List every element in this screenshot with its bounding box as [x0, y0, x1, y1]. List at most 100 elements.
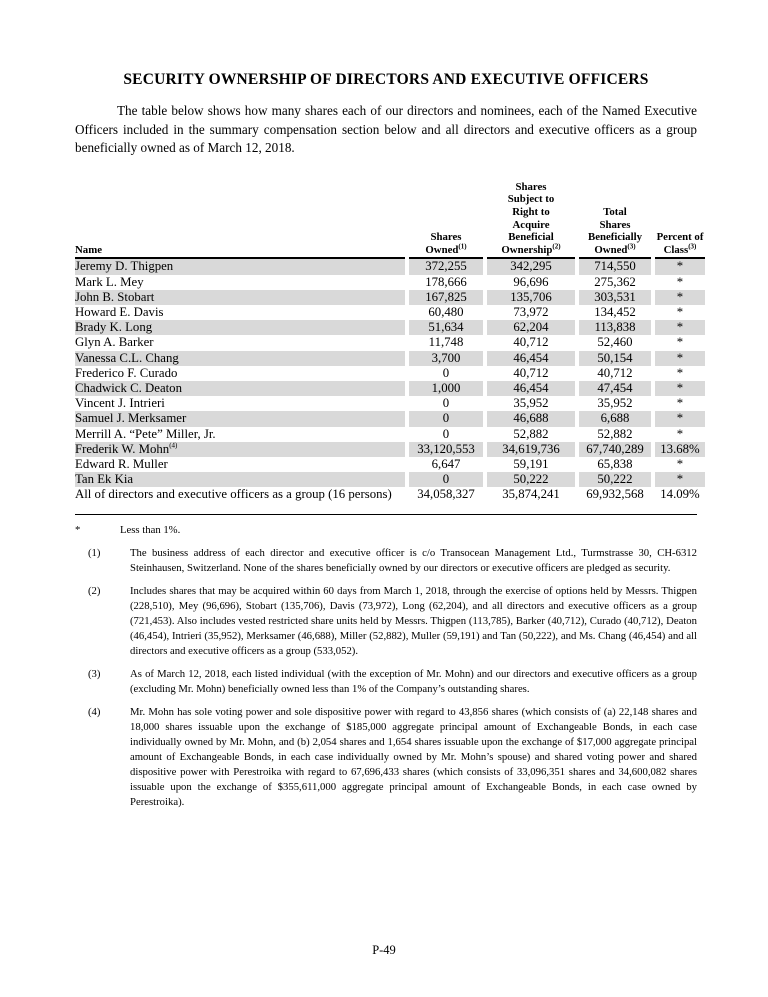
- column-header-shares-owned: Shares Owned(1): [409, 181, 483, 260]
- cell-shares-owned: 11,748: [428, 335, 464, 350]
- cell-percent-of-class: *: [676, 335, 684, 350]
- table-head: Name Shares Owned(1) Shares Subject to Right …: [75, 181, 705, 260]
- cell-name: Mark L. Mey: [75, 274, 144, 289]
- cell-shares-owned: 33,120,553: [409, 441, 483, 457]
- cell-right-to-acquire: 46,454: [487, 380, 575, 397]
- ownership-table: Name Shares Owned(1) Shares Subject to Right …: [71, 181, 709, 503]
- cell-total-shares: 69,932,568: [586, 487, 644, 502]
- cell-name: Brady K. Long: [75, 320, 405, 336]
- cell-name: Howard E. Davis: [75, 304, 164, 319]
- table-row: Jeremy D. Thigpen 372,255 342,295 714,550 *: [75, 259, 705, 275]
- cell-shares-owned: 167,825: [409, 289, 483, 305]
- cell-name: Chadwick C. Deaton: [75, 380, 405, 397]
- table-row: Tan Ek Kia 0 50,222 50,222 *: [75, 472, 705, 488]
- table-row: John B. Stobart 167,825 135,706 303,531 *: [75, 289, 705, 305]
- column-header-total-shares: Total Shares Beneficially Owned(3): [579, 181, 651, 260]
- cell-percent-of-class: *: [655, 320, 705, 336]
- cell-shares-owned: 3,700: [409, 350, 483, 366]
- cell-shares-owned: 0: [442, 396, 450, 411]
- cell-shares-owned: 0: [409, 472, 483, 488]
- footnote: (4) Mr. Mohn has sole voting power and so…: [88, 705, 697, 810]
- cell-name: Frederik W. Mohn(4): [75, 441, 405, 457]
- cell-total-shares: 714,550: [579, 259, 651, 275]
- footnote-marker: (2): [88, 584, 101, 597]
- cell-name: Jeremy D. Thigpen: [75, 259, 405, 275]
- cell-percent-of-class: *: [676, 396, 684, 411]
- cell-percent-of-class: *: [655, 259, 705, 275]
- cell-right-to-acquire: 135,706: [487, 289, 575, 305]
- cell-total-shares: 303,531: [579, 289, 651, 305]
- cell-right-to-acquire: 40,712: [513, 335, 549, 350]
- cell-percent-of-class: *: [676, 365, 684, 380]
- cell-name: Merrill A. “Pete” Miller, Jr.: [75, 426, 216, 441]
- cell-total-shares: 134,452: [594, 304, 636, 319]
- footnote-text: Less than 1%.: [120, 523, 181, 536]
- footnote-text: As of March 12, 2018, each listed indivi…: [130, 667, 697, 695]
- cell-percent-of-class: *: [676, 456, 684, 471]
- cell-total-shares: 50,154: [579, 350, 651, 366]
- table-row: Frederik W. Mohn(4) 33,120,553 34,619,736 6…: [75, 441, 705, 457]
- cell-total-shares: 65,838: [597, 456, 633, 471]
- cell-right-to-acquire: 35,874,241: [502, 487, 560, 502]
- cell-percent-of-class: *: [655, 289, 705, 305]
- table-row: Vincent J. Intrieri 0 35,952 35,952 *: [75, 396, 705, 411]
- footnote-marker: *: [75, 523, 81, 536]
- cell-shares-owned: 34,058,327: [417, 487, 475, 502]
- table-row: Mark L. Mey 178,666 96,696 275,362 *: [75, 275, 705, 290]
- cell-percent-of-class: *: [676, 426, 684, 441]
- cell-right-to-acquire: 46,454: [487, 350, 575, 366]
- cell-name: Glyn A. Barker: [75, 335, 154, 350]
- footnote-marker: (1): [88, 546, 101, 559]
- cell-name: Tan Ek Kia: [75, 472, 405, 488]
- table-row: Vanessa C.L. Chang 3,700 46,454 50,154 *: [75, 350, 705, 366]
- footnote-divider: [75, 513, 697, 515]
- cell-shares-owned: 178,666: [425, 274, 467, 289]
- cell-shares-owned: 60,480: [428, 304, 464, 319]
- cell-shares-owned: 1,000: [409, 380, 483, 397]
- cell-shares-owned: 372,255: [409, 259, 483, 275]
- cell-shares-owned: 0: [409, 411, 483, 427]
- cell-right-to-acquire: 73,972: [513, 304, 549, 319]
- cell-total-shares: 113,838: [579, 320, 651, 336]
- cell-right-to-acquire: 62,204: [487, 320, 575, 336]
- footnote-marker: (3): [88, 667, 101, 680]
- column-header-shares-subject: Shares Subject to Right to Acquire Beneficia…: [487, 181, 575, 260]
- table-row: Merrill A. “Pete” Miller, Jr. 0 52,882 52,8…: [75, 427, 705, 442]
- cell-right-to-acquire: 59,191: [513, 456, 549, 471]
- cell-percent-of-class: *: [655, 380, 705, 397]
- footnote-text: Mr. Mohn has sole voting power and sole …: [130, 705, 697, 808]
- cell-percent-of-class: *: [676, 274, 684, 289]
- footnote-text: The business address of each director an…: [130, 546, 697, 574]
- table-row: Chadwick C. Deaton 1,000 46,454 47,454 *: [75, 380, 705, 397]
- cell-name: Frederico F. Curado: [75, 365, 178, 380]
- cell-name: Vincent J. Intrieri: [75, 396, 165, 411]
- cell-total-shares: 35,952: [597, 396, 633, 411]
- footnotes: * Less than 1%. (1) The business address of…: [75, 523, 697, 810]
- cell-shares-owned: 51,634: [409, 320, 483, 336]
- cell-shares-owned: 6,647: [431, 456, 461, 471]
- footnote: (2) Includes shares that may be acquired …: [88, 584, 697, 659]
- footnote: (1) The business address of each director…: [88, 546, 697, 576]
- table-row: Brady K. Long 51,634 62,204 113,838 *: [75, 320, 705, 336]
- cell-name: Edward R. Muller: [75, 456, 168, 471]
- cell-percent-of-class: *: [655, 411, 705, 427]
- cell-name: John B. Stobart: [75, 289, 405, 305]
- cell-name: Vanessa C.L. Chang: [75, 350, 405, 366]
- cell-right-to-acquire: 46,688: [487, 411, 575, 427]
- table-row: All of directors and executive officers …: [75, 487, 705, 502]
- table-row: Edward R. Muller 6,647 59,191 65,838 *: [75, 457, 705, 472]
- cell-total-shares: 40,712: [597, 365, 633, 380]
- table-header-row: Name Shares Owned(1) Shares Subject to Right …: [75, 181, 705, 260]
- page-content: SECURITY OWNERSHIP OF DIRECTORS AND EXEC…: [75, 0, 705, 810]
- table-row: Glyn A. Barker 11,748 40,712 52,460 *: [75, 335, 705, 350]
- cell-right-to-acquire: 342,295: [487, 259, 575, 275]
- cell-percent-of-class: *: [676, 304, 684, 319]
- table-row: Howard E. Davis 60,480 73,972 134,452 *: [75, 305, 705, 320]
- cell-right-to-acquire: 52,882: [513, 426, 549, 441]
- cell-right-to-acquire: 96,696: [513, 274, 549, 289]
- footnote: (3) As of March 12, 2018, each listed ind…: [88, 667, 697, 697]
- cell-total-shares: 50,222: [579, 472, 651, 488]
- cell-name: Samuel J. Merksamer: [75, 411, 405, 427]
- table-row: Frederico F. Curado 0 40,712 40,712 *: [75, 366, 705, 381]
